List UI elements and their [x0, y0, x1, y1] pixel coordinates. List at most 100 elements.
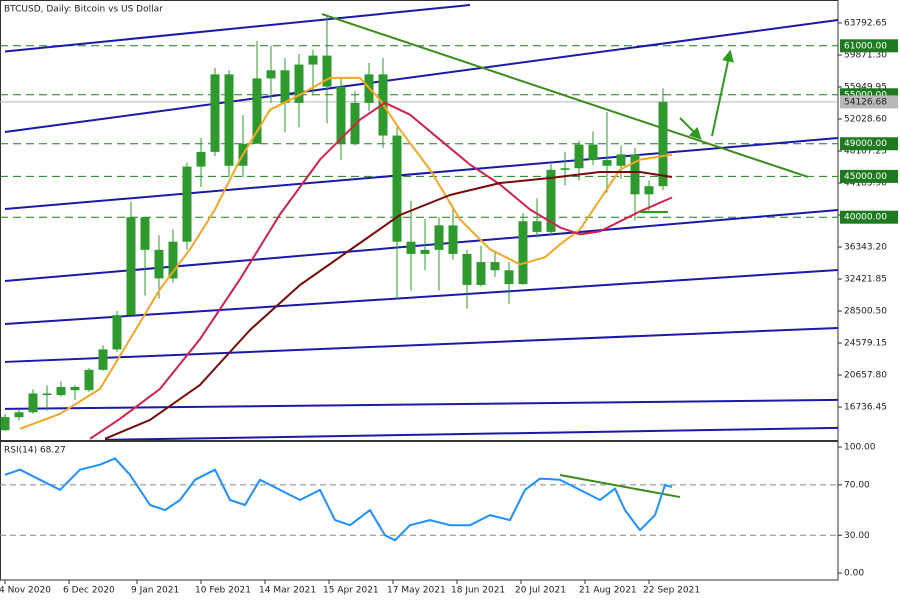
candle-body — [56, 386, 66, 396]
chart-title: BTCUSD, Daily: Bitcoin vs US Dollar — [4, 5, 163, 15]
x-tick-label: 15 Apr 2021 — [323, 586, 379, 596]
trendline — [559, 474, 681, 499]
y-tick-label: 24579.15 — [844, 339, 887, 349]
y-tick-label: 32421.85 — [844, 275, 887, 285]
y-tick-label: 36343.20 — [844, 243, 887, 253]
candle-body — [154, 249, 164, 279]
trendline — [104, 426, 838, 440]
candle-body — [196, 151, 206, 167]
level-label: 49000.00 — [844, 139, 887, 149]
trendline — [4, 208, 838, 282]
candle-body — [98, 349, 108, 370]
candle-body — [252, 78, 262, 144]
x-tick-label: 18 Jun 2021 — [451, 586, 505, 596]
x-tick-label: 14 Mar 2021 — [259, 586, 316, 596]
y-tick-label: 0.00 — [844, 569, 864, 579]
y-tick-label: 70.00 — [844, 480, 870, 490]
x-tick-label: 10 Feb 2021 — [195, 586, 251, 596]
series-line — [89, 101, 673, 440]
annotations — [640, 49, 734, 213]
candle-body — [420, 249, 430, 254]
trendline — [321, 13, 809, 178]
price-plot — [0, 4, 838, 440]
candle-body — [336, 86, 346, 144]
candle-body — [476, 262, 486, 285]
axes: 63792.65 59871.30 55949.95 52028.60 48107.25… — [0, 19, 898, 596]
candle-body — [434, 225, 444, 250]
arrow-down — [679, 117, 702, 140]
trendline — [4, 4, 471, 53]
x-tick-label: 4 Nov 2020 — [0, 586, 51, 596]
current-price-label: 54126.68 — [844, 97, 887, 107]
candle-body — [322, 55, 332, 87]
candle-body — [294, 64, 304, 103]
rsi-title: RSI(14) 68.27 — [4, 446, 66, 456]
candle-body — [574, 144, 584, 169]
level-box — [840, 39, 898, 53]
candle-body — [42, 393, 52, 396]
level-label: 40000.00 — [844, 213, 887, 223]
candle-body — [28, 393, 38, 413]
candle-body — [308, 55, 318, 65]
candle-body — [70, 386, 80, 391]
level-label: 45000.00 — [844, 172, 887, 182]
y-tick-label: 20657.80 — [844, 371, 887, 381]
y-tick-label: 55949.95 — [844, 83, 887, 93]
y-tick-label: 63792.65 — [844, 19, 887, 29]
candle-body — [392, 135, 402, 242]
trendline — [4, 398, 838, 410]
trendline — [4, 19, 838, 133]
candle-body — [630, 154, 640, 195]
candle-body — [406, 241, 416, 254]
series-line — [104, 171, 673, 440]
y-tick-label: 44185.90 — [844, 179, 887, 189]
candle-body — [644, 186, 654, 195]
candle-body — [266, 70, 276, 79]
rsi-frame — [0, 441, 839, 581]
y-tick-label: 52028.60 — [844, 115, 887, 125]
candle-body — [112, 315, 122, 350]
y-tick-label: 30.00 — [844, 531, 870, 541]
y-tick-label: 28500.50 — [844, 307, 887, 317]
level-box — [840, 137, 898, 151]
price-frame — [0, 0, 839, 441]
candle-body — [210, 74, 220, 152]
candle-body — [546, 169, 556, 232]
x-tick-label: 20 Jul 2021 — [515, 586, 566, 596]
candle-body — [182, 166, 192, 242]
candle-body — [518, 221, 528, 285]
rsi-plot — [0, 457, 838, 542]
x-tick-label: 9 Jan 2021 — [131, 586, 179, 596]
candle-body — [532, 221, 542, 232]
y-tick-label: 100.00 — [844, 443, 876, 453]
x-tick-label: 21 Aug 2021 — [579, 586, 637, 596]
candle-body — [616, 154, 626, 166]
candle-body — [168, 241, 178, 279]
candle-body — [462, 253, 472, 285]
y-tick-label: 16736.45 — [844, 403, 887, 413]
candle-body — [84, 369, 94, 391]
candle-body — [140, 217, 150, 250]
candle-body — [602, 160, 612, 166]
candle-body — [448, 225, 458, 254]
x-tick-label: 17 May 2021 — [387, 586, 446, 596]
current-price-box — [840, 95, 898, 109]
trendline — [4, 326, 838, 363]
candle-body — [0, 417, 10, 431]
level-box — [840, 169, 898, 183]
candle-body — [658, 101, 668, 187]
x-tick-label: 22 Sep 2021 — [643, 586, 700, 596]
series-line — [4, 457, 673, 542]
candle-body — [224, 74, 234, 166]
candle-body — [14, 412, 24, 418]
level-label: 55000.00 — [844, 90, 887, 100]
x-tick-label: 6 Dec 2020 — [63, 586, 115, 596]
level-label: 61000.00 — [844, 41, 887, 51]
candle-body — [588, 144, 598, 161]
candle-body — [280, 70, 290, 103]
y-tick-label: 48107.25 — [844, 147, 887, 157]
arrow-up — [711, 49, 734, 137]
trendline — [4, 136, 838, 210]
candle-body — [504, 270, 514, 285]
